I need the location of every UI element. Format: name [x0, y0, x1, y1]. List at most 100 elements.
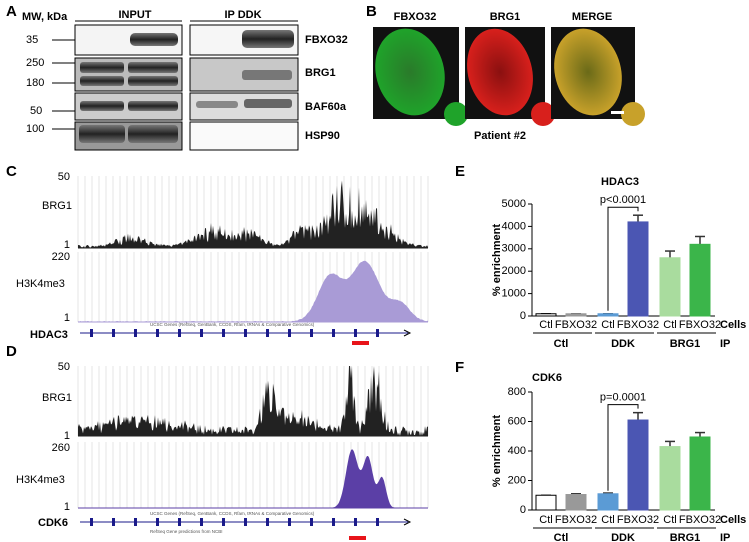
- group-label: Ctl: [554, 532, 569, 542]
- exon: [354, 329, 357, 337]
- exon: [310, 329, 313, 337]
- exon: [354, 518, 357, 526]
- y-axis-label: % enrichment: [491, 224, 503, 296]
- exon: [222, 329, 225, 337]
- track-note: UCSC Genes (RefSeq, GenBank, CCDS, Rfam,…: [150, 322, 315, 327]
- track-label: BRG1: [42, 200, 72, 212]
- x-tick-label: Ctl: [663, 514, 676, 526]
- y-tick-label: 0: [520, 504, 526, 516]
- y-tick-label: 3000: [502, 243, 526, 255]
- exon: [288, 518, 291, 526]
- marker-label: 50: [30, 105, 42, 117]
- track-min: 1: [64, 312, 70, 324]
- gene-label: HDAC3: [30, 329, 68, 341]
- channel-label: FBXO32: [394, 11, 437, 23]
- bar: [597, 313, 619, 317]
- x-tick-label: Ctl: [601, 514, 614, 526]
- exon: [200, 329, 203, 337]
- y-tick-label: 0: [520, 310, 526, 322]
- micrographs: [373, 27, 645, 126]
- row-label: IP: [720, 338, 730, 350]
- y-tick-label: 1000: [502, 288, 526, 300]
- signal-track: [78, 449, 428, 508]
- y-tick-label: 4000: [502, 220, 526, 232]
- x-tick-label: FBXO32: [555, 514, 597, 526]
- track-min: 1: [64, 501, 70, 513]
- bar: [627, 221, 649, 317]
- track-min: 1: [64, 239, 70, 251]
- exon: [332, 329, 335, 337]
- signal-track: [78, 260, 428, 322]
- bar: [627, 419, 649, 511]
- row-label: Cells: [720, 514, 746, 526]
- track-max: 50: [58, 361, 70, 373]
- panel-label: B: [366, 3, 377, 20]
- x-tick-label: Ctl: [539, 514, 552, 526]
- exon: [156, 518, 159, 526]
- track-note: UCSC Genes (RefSeq, GenBank, CCDS, Rfam,…: [150, 511, 315, 516]
- exon: [376, 329, 379, 337]
- blot-input: [74, 24, 183, 151]
- track-max: 260: [52, 442, 70, 454]
- bar: [597, 493, 619, 511]
- exon: [134, 518, 137, 526]
- track-label: H3K4me3: [16, 474, 65, 486]
- bar: [659, 257, 681, 317]
- panel-label: E: [455, 163, 465, 180]
- protein-label: FBXO32: [305, 34, 348, 46]
- bar: [689, 243, 711, 317]
- bar: [659, 446, 681, 511]
- signal-track: [78, 180, 428, 248]
- exon: [178, 329, 181, 337]
- mw-markers: 35 250 180 50 100: [26, 34, 75, 135]
- group-label: DDK: [611, 338, 635, 350]
- bar: [689, 436, 711, 511]
- marker-label: 250: [26, 57, 44, 69]
- exon: [112, 329, 115, 337]
- gene-label: CDK6: [38, 517, 68, 529]
- group-label: Ctl: [554, 338, 569, 350]
- exon: [200, 518, 203, 526]
- x-tick-label: FBXO32: [617, 319, 659, 331]
- exon: [266, 518, 269, 526]
- row-label: IP: [720, 532, 730, 542]
- x-tick-label: Ctl: [601, 319, 614, 331]
- x-tick-label: FBXO32: [555, 319, 597, 331]
- protein-label: BAF60a: [305, 101, 347, 113]
- panel-label: D: [6, 343, 17, 360]
- protein-label: BRG1: [305, 67, 336, 79]
- region-marker: [349, 536, 366, 540]
- chart-title: CDK6: [532, 372, 562, 384]
- track-min: 1: [64, 430, 70, 442]
- bar: [565, 313, 587, 317]
- group-label: BRG1: [670, 338, 701, 350]
- exon: [90, 518, 93, 526]
- x-tick-label: Ctl: [539, 319, 552, 331]
- signal-track: [78, 366, 428, 436]
- x-tick-label: FBXO32: [679, 514, 721, 526]
- gene-arrow: [403, 518, 412, 526]
- bar: [535, 313, 557, 317]
- p-value: p=0.0001: [600, 392, 646, 404]
- x-tick-label: Ctl: [663, 319, 676, 331]
- p-value: p<0.0001: [600, 194, 646, 206]
- x-tick-label: FBXO32: [617, 514, 659, 526]
- exon: [112, 518, 115, 526]
- channel-label: MERGE: [572, 11, 612, 23]
- exon: [156, 329, 159, 337]
- marker-label: 180: [26, 77, 44, 89]
- group-label: BRG1: [670, 532, 701, 542]
- region-marker: [352, 341, 369, 345]
- chart-title: HDAC3: [601, 176, 639, 188]
- y-tick-label: 800: [508, 386, 526, 398]
- marker-label: 100: [26, 123, 44, 135]
- exon: [244, 518, 247, 526]
- blot-ip: [189, 24, 299, 151]
- exon: [332, 518, 335, 526]
- y-tick-label: 400: [508, 445, 526, 457]
- track-max: 220: [52, 251, 70, 263]
- channel-label: BRG1: [490, 11, 521, 23]
- y-tick-label: 2000: [502, 265, 526, 277]
- significance-bracket: [607, 206, 639, 311]
